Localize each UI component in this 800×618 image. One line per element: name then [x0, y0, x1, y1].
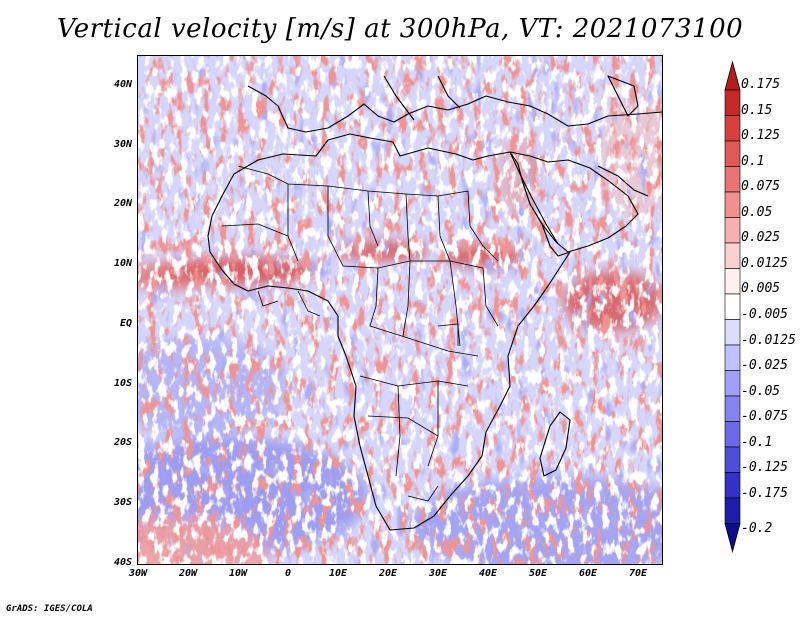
colorbar-label: -0.0125 [741, 333, 796, 348]
colorbar-label: 0.05 [741, 205, 773, 220]
colorbar-segment [724, 191, 741, 218]
lon-tick-10w: 10W [228, 568, 248, 579]
colorbar-segment [724, 370, 741, 397]
field-texture-white [138, 56, 662, 564]
colorbar-segment [724, 268, 741, 295]
coastlines [207, 75, 662, 531]
credit-text: GrADS: IGES/COLA [6, 604, 93, 614]
colorbar-label: 0.1 [741, 154, 765, 169]
colorbar-label: 0.175 [741, 77, 781, 92]
colorbar-segment [724, 242, 741, 269]
colorbar-arrow-bottom [724, 523, 741, 554]
colorbar-segment [724, 319, 741, 346]
colorbar-label: -0.175 [741, 486, 788, 501]
colorbar-segment [724, 395, 741, 422]
colorbar [724, 60, 741, 554]
lat-tick-30n: 30N [113, 139, 132, 150]
vertical-velocity-map [138, 56, 662, 564]
colorbar-label: -0.2 [741, 521, 773, 536]
colorbar-segment [724, 446, 741, 473]
lat-tick-eq: EQ [119, 318, 132, 329]
colorbar-label: 0.025 [741, 230, 781, 245]
map-panel [137, 55, 663, 565]
country-borders [221, 165, 499, 502]
colorbar-segment [724, 89, 741, 116]
lat-tick-10s: 10S [113, 378, 132, 389]
lon-tick-20w: 20W [178, 568, 198, 579]
colorbar-label: -0.005 [741, 307, 788, 322]
colorbar-arrow-top [724, 60, 741, 91]
colorbar-label: -0.025 [741, 358, 788, 373]
colorbar-segment [724, 166, 741, 193]
colorbar-label: 0.075 [741, 179, 781, 194]
colorbar-label: 0.0125 [741, 256, 788, 271]
lat-tick-40n: 40N [113, 79, 132, 90]
lon-tick-30w: 30W [128, 568, 148, 579]
lat-tick-20s: 20S [113, 437, 132, 448]
lat-tick-10n: 10N [113, 258, 132, 269]
lon-tick-70e: 70E [628, 568, 648, 579]
colorbar-segment [724, 217, 741, 244]
colorbar-label: -0.125 [741, 460, 788, 475]
colorbar-segment [724, 472, 741, 499]
colorbar-label: -0.1 [741, 435, 773, 450]
lon-tick-40e: 40E [478, 568, 498, 579]
colorbar-segment [724, 344, 741, 371]
colorbar-segment [724, 115, 741, 142]
colorbar-segment [724, 293, 741, 320]
lon-tick-0: 0 [284, 568, 292, 579]
colorbar-segment [724, 421, 741, 448]
lon-tick-60e: 60E [578, 568, 598, 579]
lat-tick-40s: 40S [113, 557, 132, 568]
lat-tick-20n: 20N [113, 198, 132, 209]
lon-tick-30e: 30E [428, 568, 448, 579]
lon-tick-50e: 50E [528, 568, 548, 579]
colorbar-label: 0.005 [741, 281, 781, 296]
colorbar-label: 0.15 [741, 103, 773, 118]
chart-title: Vertical velocity [m/s] at 300hPa, VT: 2… [56, 14, 744, 44]
colorbar-label: -0.075 [741, 409, 788, 424]
colorbar-label: 0.125 [741, 128, 781, 143]
lon-tick-10e: 10E [328, 568, 348, 579]
colorbar-segment [724, 140, 741, 167]
colorbar-label: -0.05 [741, 384, 781, 399]
colorbar-segment [724, 497, 741, 524]
lon-tick-20e: 20E [378, 568, 398, 579]
lat-tick-30s: 30S [113, 497, 132, 508]
